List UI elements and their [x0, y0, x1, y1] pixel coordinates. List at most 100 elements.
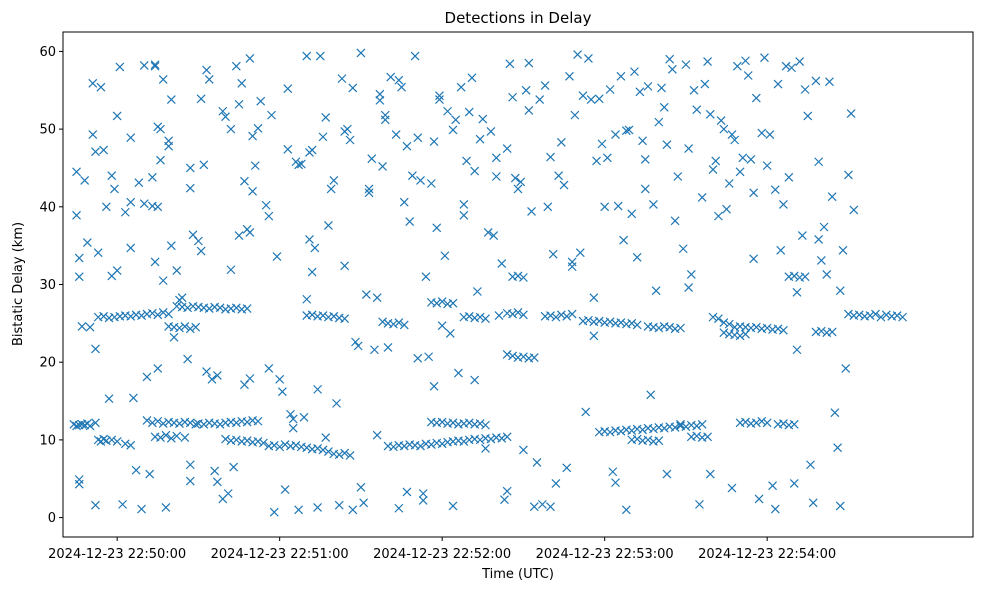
- data-point: [527, 207, 536, 216]
- data-point: [185, 476, 195, 486]
- data-point: [150, 60, 160, 70]
- data-point: [548, 249, 558, 259]
- data-point: [397, 82, 406, 92]
- data-point: [361, 290, 371, 300]
- data-point: [600, 202, 610, 212]
- data-point: [158, 419, 168, 428]
- data-point: [307, 267, 317, 277]
- data-point: [638, 425, 648, 435]
- data-point: [112, 111, 122, 121]
- data-point: [741, 56, 750, 66]
- data-point: [448, 501, 458, 511]
- data-point: [665, 322, 675, 332]
- data-point: [416, 441, 425, 451]
- data-point: [345, 135, 355, 145]
- data-point: [470, 166, 480, 176]
- x-tick-label: 2024-12-23 22:51:00: [211, 547, 349, 562]
- data-point: [494, 311, 504, 321]
- data-point: [657, 83, 666, 93]
- data-point: [288, 423, 298, 433]
- data-point: [351, 337, 360, 347]
- data-point: [521, 85, 531, 95]
- data-point: [822, 269, 832, 279]
- data-point: [765, 130, 775, 139]
- data-point: [137, 311, 146, 321]
- data-point: [819, 222, 829, 232]
- data-point: [185, 324, 195, 334]
- data-point: [96, 82, 106, 92]
- data-point: [237, 78, 247, 88]
- data-point: [692, 105, 702, 115]
- data-point: [196, 94, 206, 104]
- data-point: [196, 246, 206, 256]
- data-point: [240, 176, 249, 186]
- data-point: [348, 83, 358, 93]
- data-point: [741, 417, 750, 427]
- data-point: [199, 160, 209, 170]
- data-point: [253, 416, 263, 426]
- data-point: [91, 500, 100, 510]
- data-point: [283, 144, 293, 154]
- data-point: [835, 286, 845, 296]
- data-point: [183, 303, 193, 313]
- data-point: [778, 419, 788, 428]
- data-point: [147, 172, 157, 182]
- data-point: [760, 53, 769, 63]
- data-point: [472, 287, 482, 296]
- data-point: [700, 79, 710, 89]
- data-point: [705, 469, 715, 479]
- data-point: [323, 447, 333, 456]
- data-point: [703, 432, 713, 442]
- x-tick-label: 2024-12-23 22:54:00: [698, 547, 836, 562]
- data-point: [648, 424, 658, 434]
- data-point: [621, 126, 631, 136]
- data-point: [670, 216, 680, 226]
- data-point: [654, 117, 664, 127]
- data-point: [299, 412, 309, 422]
- data-point: [589, 293, 599, 303]
- data-point: [757, 128, 767, 138]
- data-point: [180, 433, 190, 442]
- data-point: [223, 489, 233, 498]
- data-point: [659, 102, 669, 112]
- data-point: [597, 139, 607, 149]
- data-point: [730, 135, 740, 145]
- data-point: [732, 61, 742, 71]
- data-point: [762, 418, 772, 428]
- data-point: [424, 352, 434, 362]
- data-point: [269, 440, 279, 450]
- data-point: [150, 257, 160, 267]
- data-point: [583, 53, 593, 63]
- data-point: [546, 152, 555, 162]
- data-point: [529, 502, 539, 512]
- data-point: [158, 308, 168, 317]
- data-point: [554, 171, 564, 181]
- data-point: [684, 144, 694, 153]
- data-point: [518, 352, 528, 362]
- data-point: [871, 309, 880, 319]
- data-point: [502, 144, 512, 153]
- data-point: [833, 443, 843, 453]
- data-point: [153, 202, 163, 212]
- data-point: [156, 124, 165, 134]
- data-point: [662, 469, 672, 479]
- data-point: [364, 184, 374, 194]
- data-point: [305, 235, 314, 244]
- data-point: [101, 202, 111, 212]
- data-point: [307, 310, 317, 320]
- data-point: [459, 200, 469, 209]
- data-point: [508, 92, 518, 102]
- data-point: [313, 503, 323, 512]
- data-point: [841, 363, 851, 373]
- data-point: [475, 435, 485, 445]
- data-point: [277, 387, 287, 397]
- data-point: [416, 175, 425, 185]
- data-point: [204, 74, 214, 84]
- data-point: [185, 418, 195, 428]
- data-point: [724, 319, 734, 329]
- data-point: [185, 183, 195, 193]
- data-point: [91, 418, 100, 428]
- data-point: [248, 186, 258, 196]
- data-point: [402, 487, 412, 497]
- data-point: [708, 165, 718, 174]
